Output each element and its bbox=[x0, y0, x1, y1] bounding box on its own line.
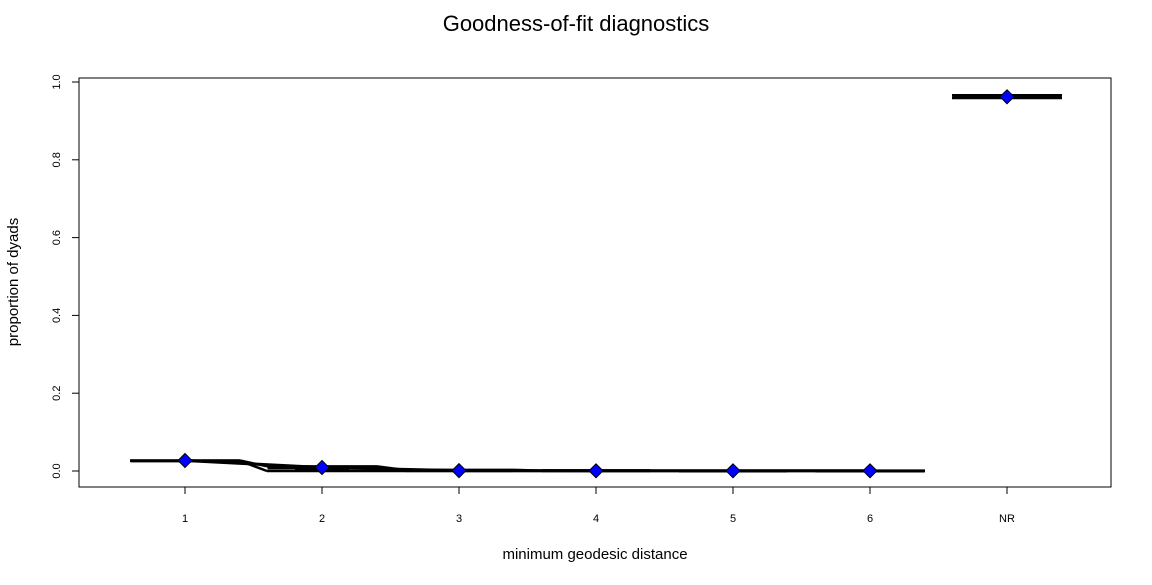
y-tick-label: 0.0 bbox=[51, 463, 63, 478]
y-tick-label: 0.2 bbox=[51, 386, 63, 401]
observed-point-NR bbox=[999, 89, 1015, 105]
observed-point-5 bbox=[725, 463, 741, 479]
observed-point-1 bbox=[177, 452, 193, 469]
x-tick-label: 3 bbox=[456, 513, 462, 525]
y-tick-label: 1.0 bbox=[51, 74, 63, 89]
band-lower bbox=[130, 96, 1062, 473]
x-tick-label: NR bbox=[999, 513, 1015, 525]
y-tick-label: 0.8 bbox=[51, 152, 63, 167]
observed-point-2 bbox=[314, 459, 330, 476]
x-tick-label: 2 bbox=[319, 513, 325, 525]
chart-title: Goodness-of-fit diagnostics bbox=[443, 11, 710, 36]
y-axis-label: proportion of dyads bbox=[5, 218, 22, 346]
observed-point-6 bbox=[862, 463, 878, 479]
x-axis-label: minimum geodesic distance bbox=[502, 546, 687, 563]
x-axis: 1 2 3 4 5 6 NR bbox=[182, 486, 1015, 525]
band-upper bbox=[130, 93, 1062, 472]
x-tick-label: 5 bbox=[730, 513, 736, 525]
observed-line-segment bbox=[321, 465, 460, 473]
x-tick-label: 1 bbox=[182, 513, 188, 525]
observed-series bbox=[177, 89, 1015, 479]
x-tick-label: 6 bbox=[867, 513, 873, 525]
x-tick-label: 4 bbox=[593, 513, 599, 525]
y-axis: 0.0 0.2 0.4 0.6 0.8 1.0 bbox=[51, 74, 80, 479]
chart-marks bbox=[130, 89, 1062, 479]
observed-point-3 bbox=[451, 462, 467, 479]
y-tick-label: 0.6 bbox=[51, 230, 63, 245]
plot-frame bbox=[78, 77, 1112, 488]
y-tick-label: 0.4 bbox=[51, 308, 63, 323]
observed-line-segment bbox=[184, 458, 323, 469]
observed-point-4 bbox=[588, 463, 604, 479]
